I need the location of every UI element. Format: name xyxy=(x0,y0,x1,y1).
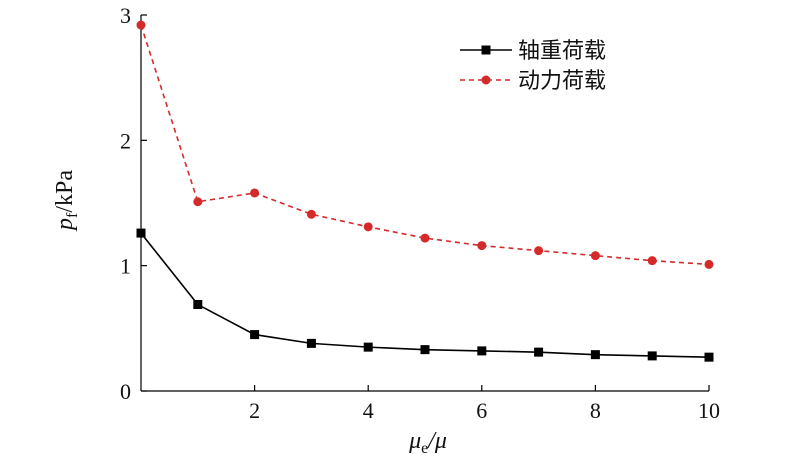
legend-item-1: 轴重荷载 xyxy=(460,39,606,64)
data-point xyxy=(477,241,487,251)
x-tick-label: 8 xyxy=(590,398,601,423)
data-point xyxy=(477,346,487,356)
data-point xyxy=(534,246,544,256)
data-point xyxy=(363,222,373,232)
data-point xyxy=(193,300,203,310)
y-tick-label: 3 xyxy=(120,3,131,28)
data-point xyxy=(306,209,316,219)
y-axis-title-tail: /kPa xyxy=(52,170,78,213)
data-point xyxy=(647,351,657,361)
y-tick-label: 2 xyxy=(120,128,131,153)
data-point xyxy=(250,188,260,198)
data-point xyxy=(704,259,714,269)
data-point xyxy=(590,350,600,360)
data-point xyxy=(590,251,600,261)
x-tick-label: 6 xyxy=(476,398,487,423)
axes: 2 4 6 8 10 0 1 2 3 xyxy=(120,3,720,423)
x-tick-label: 4 xyxy=(363,398,374,423)
y-axis-title-main: p xyxy=(52,218,78,232)
x-tick-label: 2 xyxy=(249,398,260,423)
legend-label: 轴重荷载 xyxy=(518,39,606,64)
y-axis-title-sub: f xyxy=(64,212,81,218)
legend-swatch-marker xyxy=(481,75,491,85)
x-axis-title: μe/μ xyxy=(408,428,447,457)
series-line xyxy=(140,24,710,266)
series-2 xyxy=(136,20,714,269)
legend-label: 动力荷载 xyxy=(518,69,606,94)
data-point xyxy=(136,228,146,238)
y-tick-label: 1 xyxy=(120,254,131,279)
y-tick-label: 0 xyxy=(120,379,131,404)
data-point xyxy=(420,345,430,355)
x-axis-title-tail: /μ xyxy=(426,428,447,454)
data-point xyxy=(420,233,430,243)
data-point xyxy=(306,338,316,348)
series-1 xyxy=(136,228,714,362)
legend-swatch-marker xyxy=(481,45,491,55)
legend-item-2: 动力荷载 xyxy=(460,69,606,94)
data-point xyxy=(647,256,657,266)
series-layer xyxy=(136,20,714,362)
data-point xyxy=(704,352,714,362)
series-line xyxy=(140,232,710,358)
data-point xyxy=(193,197,203,207)
data-point xyxy=(534,347,544,357)
data-point xyxy=(250,330,260,340)
x-axis-title-sub: e xyxy=(421,440,428,457)
y-axis-title: pf/kPa xyxy=(52,170,81,232)
data-point xyxy=(363,342,373,352)
x-tick-label: 10 xyxy=(698,398,720,423)
data-point xyxy=(136,20,146,30)
x-axis-title-main: μ xyxy=(408,428,421,454)
